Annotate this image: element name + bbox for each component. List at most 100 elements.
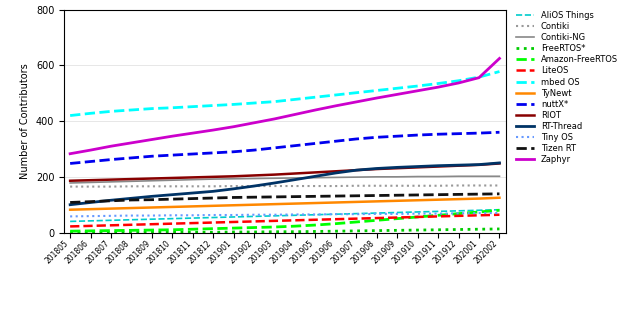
Contiki — [332, 184, 340, 188]
mbed OS — [148, 107, 156, 110]
RIOT — [495, 162, 503, 165]
RT-Thread — [353, 168, 360, 172]
Contiki — [87, 185, 95, 189]
Tiny OS — [394, 212, 401, 216]
RIOT — [475, 163, 483, 167]
FreeRTOS* — [127, 231, 135, 234]
RT-Thread — [250, 184, 258, 188]
Tiny OS — [209, 213, 217, 217]
Tiny OS — [189, 214, 196, 217]
Tiny OS — [475, 211, 483, 215]
FreeRTOS* — [87, 231, 95, 234]
Amazon-FreeRTOS — [332, 222, 340, 225]
mbed OS — [189, 105, 196, 109]
Y-axis label: Number of Contributors: Number of Contributors — [20, 63, 30, 179]
Amazon-FreeRTOS — [107, 229, 115, 233]
TyNewt — [455, 197, 463, 201]
Contiki — [353, 184, 360, 188]
Tiny OS — [87, 214, 95, 218]
Tizen RT — [87, 200, 95, 203]
Tizen RT — [455, 193, 463, 196]
LiteOS — [475, 214, 483, 217]
nuttX* — [189, 152, 196, 156]
TyNewt — [353, 200, 360, 204]
mbed OS — [67, 114, 74, 118]
Contiki — [455, 183, 463, 187]
TyNewt — [414, 198, 422, 202]
mbed OS — [291, 98, 299, 101]
mbed OS — [414, 84, 422, 88]
mbed OS — [353, 91, 360, 95]
RIOT — [414, 165, 422, 169]
Tiny OS — [332, 212, 340, 216]
FreeRTOS* — [475, 227, 483, 231]
TyNewt — [230, 203, 237, 207]
Tiny OS — [373, 212, 381, 216]
AliOS Things — [332, 212, 340, 216]
RT-Thread — [332, 171, 340, 175]
Contiki-NG — [148, 179, 156, 183]
Amazon-FreeRTOS — [168, 228, 176, 232]
nuttX* — [332, 139, 340, 143]
LiteOS — [394, 215, 401, 219]
Tizen RT — [291, 195, 299, 199]
LiteOS — [230, 220, 237, 224]
TyNewt — [148, 205, 156, 209]
RT-Thread — [127, 196, 135, 200]
Contiki — [127, 184, 135, 188]
mbed OS — [373, 89, 381, 92]
Contiki-NG — [373, 175, 381, 179]
AliOS Things — [495, 208, 503, 212]
mbed OS — [107, 109, 115, 113]
AliOS Things — [107, 218, 115, 222]
Tizen RT — [107, 199, 115, 203]
Tiny OS — [127, 214, 135, 217]
LiteOS — [87, 224, 95, 228]
Contiki-NG — [495, 174, 503, 178]
RIOT — [107, 178, 115, 182]
TyNewt — [87, 207, 95, 211]
nuttX* — [353, 137, 360, 141]
RIOT — [189, 175, 196, 179]
RT-Thread — [271, 181, 278, 185]
Tiny OS — [353, 212, 360, 216]
Tizen RT — [230, 195, 237, 199]
Zaphyr — [107, 144, 115, 148]
AliOS Things — [394, 211, 401, 214]
TyNewt — [189, 204, 196, 208]
mbed OS — [127, 108, 135, 112]
Tizen RT — [148, 198, 156, 202]
Line: AliOS Things: AliOS Things — [70, 210, 499, 222]
Contiki-NG — [353, 175, 360, 179]
Contiki-NG — [332, 175, 340, 179]
TyNewt — [475, 197, 483, 201]
Zaphyr — [475, 76, 483, 79]
mbed OS — [312, 95, 319, 99]
RIOT — [373, 167, 381, 171]
RIOT — [353, 168, 360, 172]
FreeRTOS* — [291, 230, 299, 234]
Tizen RT — [127, 198, 135, 202]
Tizen RT — [312, 194, 319, 198]
Amazon-FreeRTOS — [189, 227, 196, 231]
RT-Thread — [414, 165, 422, 169]
RT-Thread — [475, 163, 483, 167]
TyNewt — [332, 201, 340, 204]
RIOT — [67, 179, 74, 183]
TyNewt — [271, 202, 278, 206]
AliOS Things — [209, 215, 217, 219]
Line: Tizen RT: Tizen RT — [70, 194, 499, 203]
RT-Thread — [495, 161, 503, 165]
Zaphyr — [312, 108, 319, 112]
Contiki — [209, 184, 217, 188]
Amazon-FreeRTOS — [495, 208, 503, 212]
nuttX* — [127, 156, 135, 160]
Tizen RT — [373, 193, 381, 197]
mbed OS — [394, 86, 401, 90]
Contiki — [250, 184, 258, 188]
FreeRTOS* — [168, 230, 176, 234]
FreeRTOS* — [271, 230, 278, 234]
LiteOS — [373, 216, 381, 220]
AliOS Things — [168, 217, 176, 221]
mbed OS — [495, 69, 503, 73]
